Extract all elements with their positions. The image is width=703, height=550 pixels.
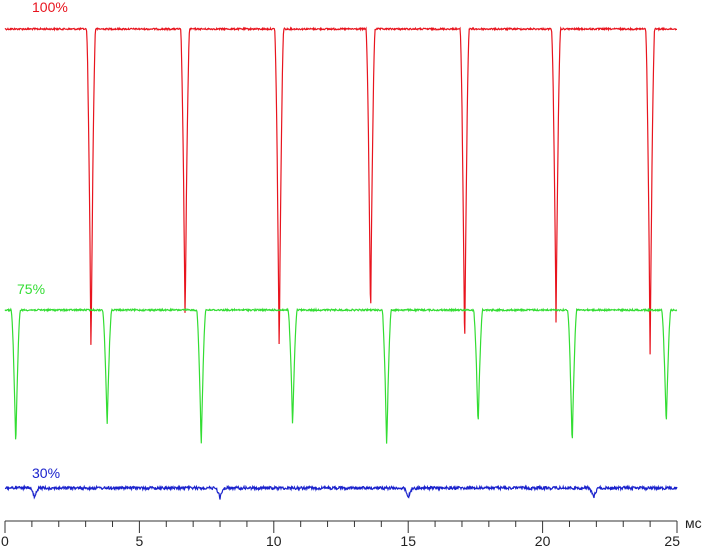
series-line-100pct <box>4 26 677 355</box>
series-line-75pct <box>4 307 678 444</box>
x-axis: 0 5 10 15 20 25 мс <box>1 515 702 549</box>
series-labels: 100% 75% 30% <box>17 0 68 481</box>
series-label-75pct: 75% <box>17 281 45 297</box>
x-tick-label: 15 <box>400 533 416 549</box>
series-line-30pct <box>4 484 678 500</box>
x-axis-unit-label: мс <box>685 515 702 531</box>
x-tick-label: 0 <box>1 533 9 549</box>
x-tick-label: 20 <box>535 533 551 549</box>
x-tick-label: 10 <box>266 533 282 549</box>
series-label-30pct: 30% <box>32 465 60 481</box>
series-label-100pct: 100% <box>32 0 68 15</box>
x-tick-label: 5 <box>136 533 144 549</box>
traces <box>4 26 678 500</box>
x-tick-label: 25 <box>664 533 680 549</box>
